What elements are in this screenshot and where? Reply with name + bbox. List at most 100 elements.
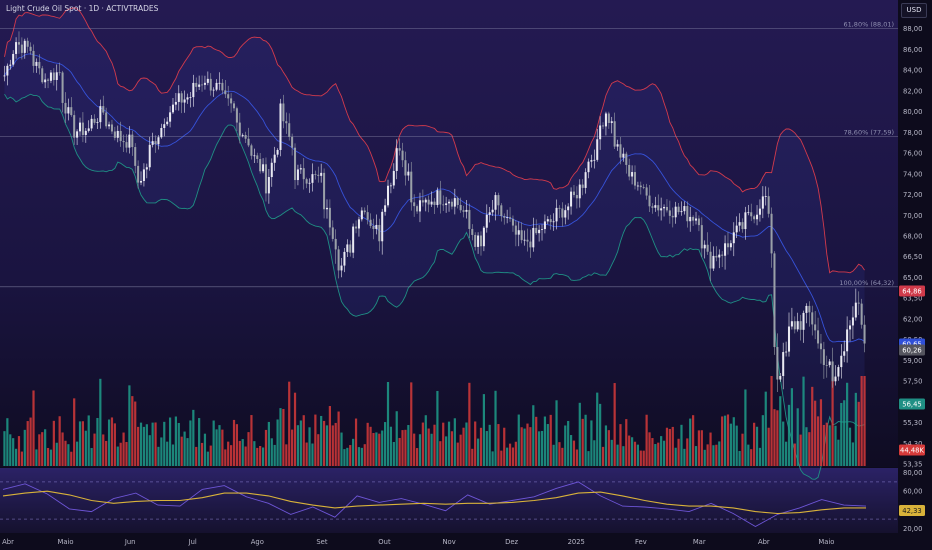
- volume-bar: [610, 439, 613, 466]
- candle-body: [602, 125, 605, 127]
- volume-bar: [410, 382, 413, 466]
- candle-body: [215, 82, 218, 90]
- candle-body: [857, 302, 860, 304]
- candle-body: [9, 64, 12, 66]
- volume-bar: [511, 447, 515, 466]
- volume-bar: [189, 420, 192, 466]
- candle-body: [174, 101, 177, 105]
- candle-body: [317, 174, 320, 176]
- candle-body: [346, 244, 349, 252]
- volume-bar: [421, 422, 424, 466]
- candle-body: [93, 118, 96, 123]
- candle-body: [819, 343, 822, 350]
- price-tick-label: 80,00: [903, 108, 922, 116]
- candle-body: [134, 147, 137, 166]
- candle-body: [764, 196, 767, 197]
- volume-bar: [203, 433, 207, 466]
- volume-bar: [154, 422, 157, 466]
- price-tick-label: 54,30: [903, 440, 922, 448]
- volume-bar: [261, 447, 265, 466]
- candle-body: [416, 206, 419, 212]
- candle-body: [491, 209, 494, 213]
- candle-body: [160, 128, 163, 138]
- candle-body: [398, 148, 401, 151]
- candle-body: [479, 235, 483, 247]
- volume-bar: [616, 444, 619, 466]
- volume-bar: [311, 443, 314, 466]
- candle-body: [381, 211, 384, 242]
- candle-body: [288, 123, 291, 137]
- candle-body: [29, 46, 32, 51]
- candle-body: [828, 361, 831, 366]
- candle-body: [689, 216, 692, 222]
- price-tick-label: 88,00: [903, 25, 922, 33]
- candle-body: [264, 164, 267, 194]
- volume-bar: [526, 423, 529, 466]
- candle-body: [543, 221, 546, 230]
- bollinger-fill: [4, 7, 865, 480]
- volume-bar: [718, 441, 721, 466]
- candle-body: [724, 243, 727, 256]
- candle-body: [741, 222, 744, 230]
- volume-bar: [302, 415, 305, 466]
- volume-bar: [70, 451, 73, 466]
- volume-bar: [35, 449, 38, 466]
- candle-body: [651, 206, 654, 208]
- volume-bar: [17, 436, 21, 466]
- time-tick-label: Fev: [635, 538, 647, 546]
- candle-body: [363, 210, 366, 213]
- candle-body: [732, 232, 735, 244]
- candle-body: [180, 93, 183, 103]
- candle-body: [238, 122, 241, 136]
- volume-bar: [453, 418, 456, 466]
- volume-bar: [166, 441, 169, 466]
- candle-body: [166, 121, 169, 125]
- candle-body: [320, 172, 323, 176]
- volume-bar: [360, 447, 363, 466]
- candle-body: [325, 207, 329, 210]
- candle-body: [203, 82, 206, 85]
- volume-bar: [529, 427, 532, 466]
- candle-body: [540, 229, 544, 230]
- rsi-badge: [899, 505, 925, 516]
- candle-body: [604, 113, 607, 127]
- volume-bar: [773, 409, 776, 466]
- candle-body: [529, 241, 532, 248]
- volume-bar: [38, 434, 41, 466]
- candle-body: [596, 139, 599, 160]
- rsi-tick-label: 20,00: [903, 525, 922, 533]
- volume-bar: [105, 440, 108, 466]
- volume-bar: [9, 434, 12, 466]
- price-badge: [899, 344, 925, 356]
- currency-button[interactable]: USD: [901, 3, 927, 18]
- volume-bar: [389, 426, 393, 466]
- volume-bar: [6, 418, 9, 466]
- volume-bar: [787, 404, 791, 466]
- volume-bar: [404, 429, 407, 466]
- candle-body: [247, 138, 250, 146]
- volume-bar: [741, 433, 744, 466]
- volume-bar: [758, 447, 762, 466]
- candle-body: [663, 206, 666, 209]
- volume-bar: [186, 438, 189, 466]
- candle-body: [410, 171, 413, 203]
- candle-body: [511, 218, 514, 226]
- volume-bar: [427, 428, 430, 466]
- volume-bar: [247, 432, 250, 466]
- volume-bar: [232, 419, 236, 466]
- candle-body: [192, 82, 195, 98]
- volume-bar: [721, 416, 724, 466]
- candle-body: [140, 180, 143, 183]
- price-tick-label: 86,00: [903, 46, 922, 54]
- price-tick-label: 70,00: [903, 212, 922, 220]
- volume-bar: [125, 442, 128, 466]
- volume-bar: [424, 415, 427, 466]
- volume-bar: [23, 429, 26, 466]
- volume-bar: [325, 425, 329, 466]
- price-tick-label: 59,00: [903, 357, 922, 365]
- candle-body: [90, 118, 93, 129]
- candle-body: [587, 161, 590, 173]
- candle-body: [555, 207, 558, 222]
